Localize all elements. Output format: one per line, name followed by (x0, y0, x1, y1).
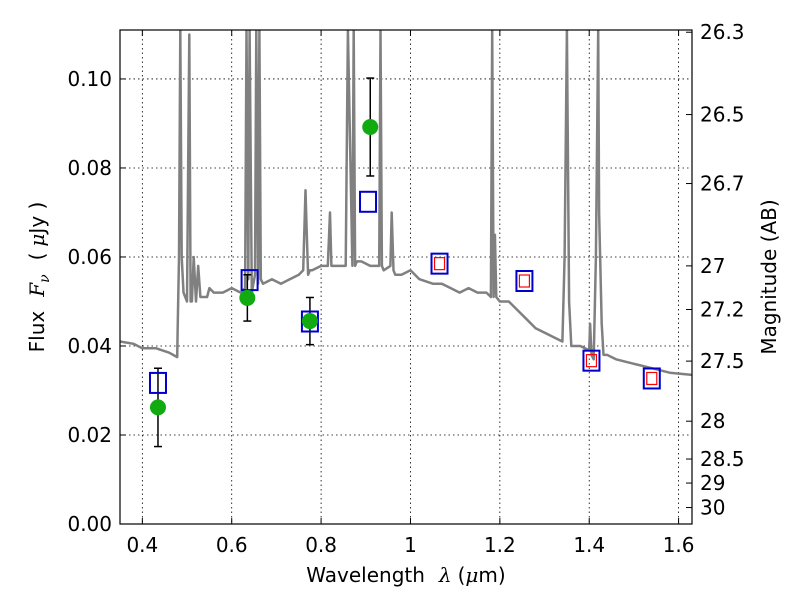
y2-tick-label: 29 (700, 471, 725, 495)
y2-tick-label: 26.7 (700, 172, 745, 196)
y2-tick-label: 27.5 (700, 349, 745, 373)
model-phot-square (240, 269, 259, 292)
y-axis-label: FluxFν(μJy ) (25, 202, 53, 353)
model-phot-square (642, 367, 661, 390)
y2-tick-label: 27 (700, 254, 725, 278)
model-phot-square (515, 270, 534, 293)
y-tick-label: 0.00 (67, 512, 112, 536)
y2-axis-label: Magnitude (AB) (757, 199, 781, 354)
model-phot-inner-square (518, 274, 531, 288)
y2-tick-label: 26.5 (700, 103, 745, 127)
x-axis-label: Wavelength λ (μm) (306, 563, 505, 587)
model-phot-square (300, 310, 319, 333)
observed-point (239, 289, 256, 306)
photometry-markers (148, 119, 661, 416)
observed-point (149, 399, 166, 416)
y-tick-label: 0.08 (67, 156, 112, 180)
y-tick-label: 0.06 (67, 245, 112, 269)
model-phot-square (582, 349, 601, 372)
y2-tick-label: 27.2 (700, 297, 745, 321)
y-tick-label: 0.10 (67, 67, 112, 91)
y2-tick-label: 26.3 (700, 20, 745, 44)
grid-lines (120, 30, 692, 525)
y2-tick-label: 28 (700, 409, 725, 433)
model-spectrum-line (120, 30, 692, 377)
model-phot-square (359, 190, 378, 213)
x-tick-label: 0.4 (126, 533, 158, 557)
y-tick-label: 0.04 (67, 334, 112, 358)
x-axis-ticks: 0.4 0.6 0.8 1 1.2 1.4 1.6 (126, 30, 695, 557)
observed-point (362, 119, 379, 136)
model-phot-square (148, 371, 167, 394)
x-tick-label: 1.2 (484, 533, 516, 557)
x-tick-label: 1.6 (663, 533, 695, 557)
model-phot-inner-square (585, 354, 598, 368)
y-axis-ticks: 0.00 0.02 0.04 0.06 0.08 0.10 (67, 67, 126, 536)
model-phot-square (430, 252, 449, 275)
x-tick-label: 0.6 (216, 533, 248, 557)
plot-frame (119, 29, 693, 525)
observed-point (301, 313, 318, 330)
y2-tick-label: 28.5 (700, 447, 745, 471)
x-tick-label: 0.8 (305, 533, 337, 557)
y2-tick-label: 30 (700, 496, 725, 520)
model-phot-inner-square (646, 371, 658, 386)
y-tick-label: 0.02 (67, 423, 112, 447)
x-tick-label: 1.4 (573, 533, 605, 557)
x-tick-label: 1 (404, 533, 417, 557)
model-phot-inner-square (433, 257, 446, 271)
